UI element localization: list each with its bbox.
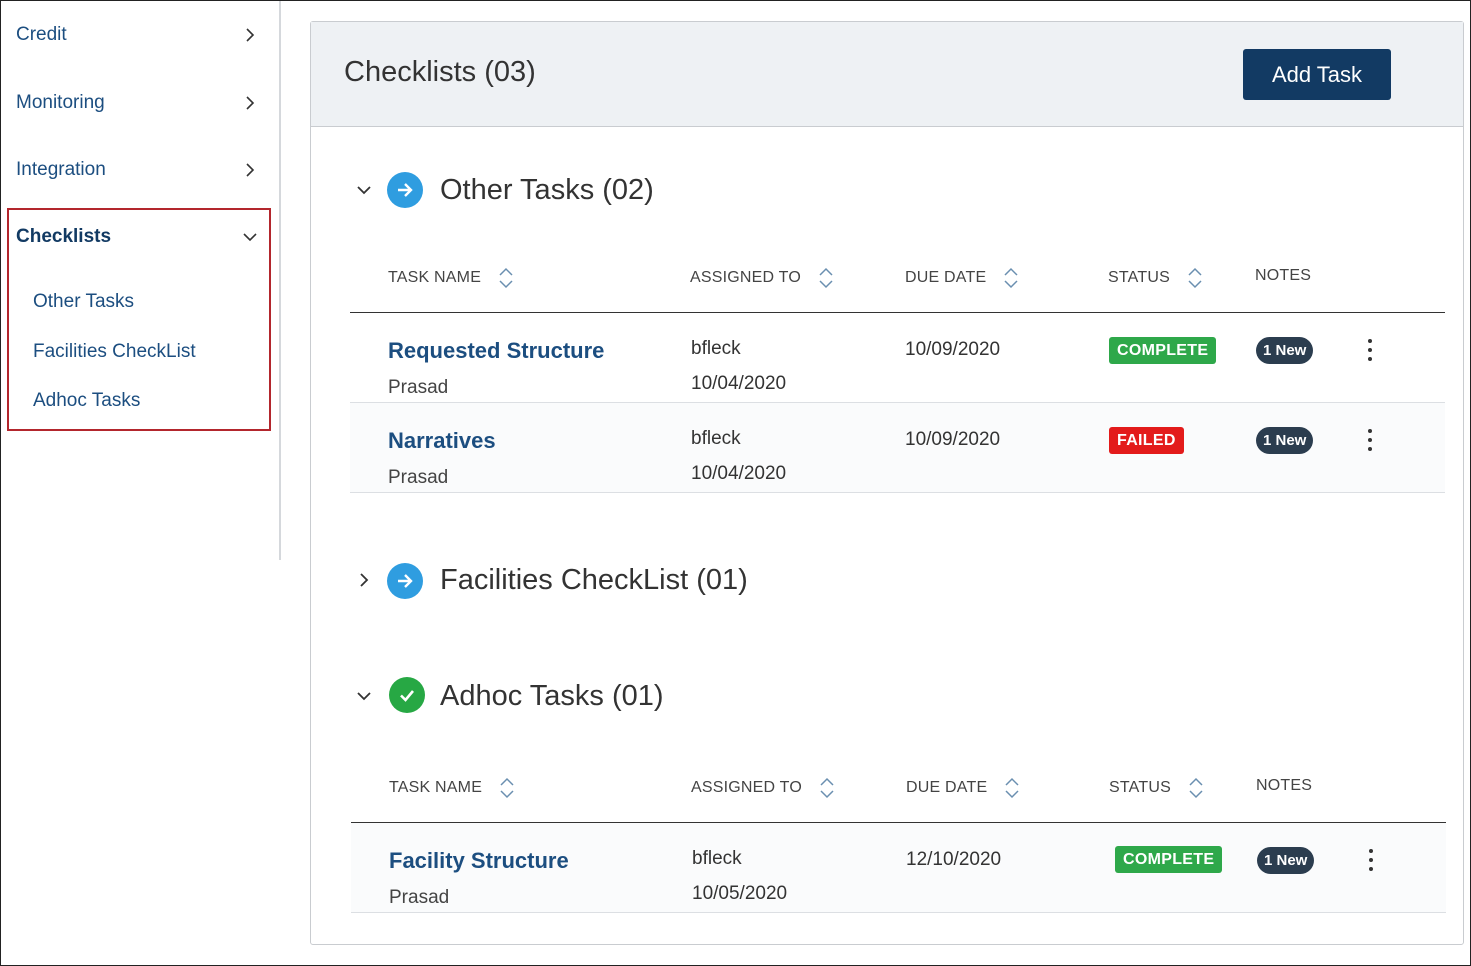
chevron-right-icon (240, 25, 260, 45)
arrow-right-circle-icon (387, 172, 423, 208)
assigned-date: 10/05/2020 (692, 883, 788, 904)
chevron-down-icon[interactable] (353, 179, 375, 201)
task-link-requested-structure[interactable]: Requested Structure (388, 338, 605, 363)
section-title-adhoc-tasks: Adhoc Tasks (01) (440, 680, 664, 712)
more-options-icon[interactable] (1360, 425, 1380, 455)
arrow-right-circle-icon (387, 563, 423, 599)
column-header-assigned-to[interactable]: ASSIGNED TO (691, 777, 834, 799)
sidebar-item-label: Integration (16, 159, 106, 180)
column-header-status[interactable]: STATUS (1109, 777, 1203, 799)
sidebar-item-label: Checklists (16, 226, 112, 247)
panel-header: Checklists (03) Add Task (311, 22, 1463, 127)
status-badge: COMPLETE (1109, 337, 1217, 364)
row-divider (350, 492, 1445, 493)
sidebar-item-label: Credit (16, 24, 67, 45)
sidebar: Credit Monitoring Integration (1, 1, 281, 560)
assigned-date: 10/04/2020 (691, 373, 787, 394)
sort-icon (1005, 777, 1019, 799)
sort-icon (819, 267, 833, 289)
column-header-due-date[interactable]: DUE DATE (906, 777, 1019, 799)
sidebar-item-monitoring[interactable]: Monitoring (16, 88, 260, 118)
more-options-icon[interactable] (1360, 335, 1380, 365)
assignee: bfleck (691, 338, 741, 359)
notes-badge[interactable]: 1 New (1256, 427, 1314, 454)
column-header-notes: NOTES (1255, 267, 1312, 284)
sidebar-item-checklists[interactable]: Checklists (16, 222, 260, 252)
check-circle-icon (389, 677, 425, 713)
column-header-notes: NOTES (1256, 777, 1313, 794)
sidebar-item-integration[interactable]: Integration (16, 155, 260, 185)
task-owner: Prasad (388, 377, 449, 398)
sort-icon (1004, 267, 1018, 289)
column-header-task-name[interactable]: TASK NAME (388, 267, 513, 289)
task-owner: Prasad (389, 887, 450, 908)
assignee: bfleck (691, 428, 741, 449)
row-divider (351, 912, 1446, 913)
sidebar-subitem-facilities-checklist[interactable]: Facilities CheckList (33, 341, 196, 362)
column-header-due-date[interactable]: DUE DATE (905, 267, 1018, 289)
due-date: 10/09/2020 (905, 339, 1001, 360)
notes-badge[interactable]: 1 New (1256, 337, 1314, 364)
sort-icon (1189, 777, 1203, 799)
sidebar-item-label: Monitoring (16, 92, 105, 113)
assigned-date: 10/04/2020 (691, 463, 787, 484)
table-header-divider (350, 312, 1445, 313)
sidebar-subitem-adhoc-tasks[interactable]: Adhoc Tasks (33, 390, 141, 411)
page-title: Checklists (03) (344, 56, 536, 88)
column-header-assigned-to[interactable]: ASSIGNED TO (690, 267, 833, 289)
add-task-button[interactable]: Add Task (1243, 49, 1391, 100)
sidebar-item-credit[interactable]: Credit (16, 20, 260, 50)
due-date: 10/09/2020 (905, 429, 1001, 450)
column-header-status[interactable]: STATUS (1108, 267, 1202, 289)
notes-badge[interactable]: 1 New (1257, 847, 1315, 874)
section-title-facilities-checklist: Facilities CheckList (01) (440, 564, 748, 596)
checklists-highlight-box (7, 208, 271, 431)
chevron-down-icon (240, 227, 260, 247)
table-header-divider (351, 822, 1446, 823)
status-badge: COMPLETE (1115, 846, 1223, 873)
sort-icon (499, 267, 513, 289)
task-link-facility-structure[interactable]: Facility Structure (389, 848, 569, 873)
chevron-right-icon (240, 160, 260, 180)
row-divider (350, 402, 1445, 403)
section-title-other-tasks: Other Tasks (02) (440, 174, 654, 206)
more-options-icon[interactable] (1361, 845, 1381, 875)
status-badge: FAILED (1109, 427, 1184, 454)
sort-icon (1188, 267, 1202, 289)
sort-icon (500, 777, 514, 799)
sidebar-subitem-other-tasks[interactable]: Other Tasks (33, 291, 135, 312)
chevron-right-icon[interactable] (353, 569, 375, 591)
assignee: bfleck (692, 848, 742, 869)
chevron-down-icon[interactable] (353, 685, 375, 707)
task-owner: Prasad (388, 467, 449, 488)
column-header-task-name[interactable]: TASK NAME (389, 777, 514, 799)
sort-icon (820, 777, 834, 799)
chevron-right-icon (240, 93, 260, 113)
due-date: 12/10/2020 (906, 849, 1002, 870)
task-link-narratives[interactable]: Narratives (388, 428, 496, 453)
